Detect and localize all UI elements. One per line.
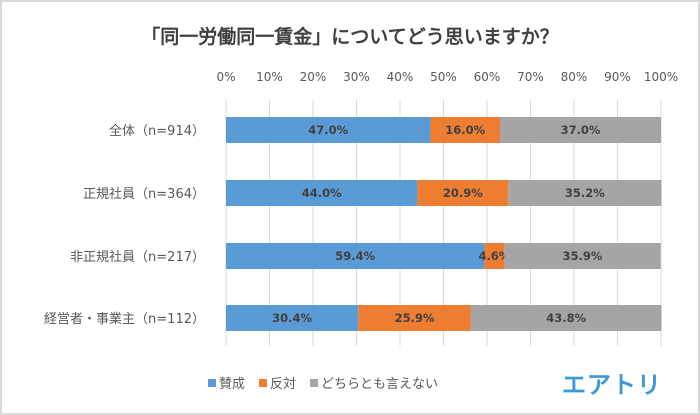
x-tick-label: 90%: [604, 70, 631, 84]
data-label: 35.9%: [563, 249, 603, 263]
legend-item: どちらとも言えない: [310, 373, 438, 392]
data-label: 43.8%: [546, 311, 586, 325]
x-tick-label: 100%: [644, 70, 678, 84]
data-label: 35.2%: [565, 186, 605, 200]
legend-swatch: [310, 378, 319, 387]
bar-segment: [504, 243, 661, 269]
legend-swatch: [259, 378, 268, 387]
category-label: 非正規社員（n=217）: [70, 249, 205, 265]
legend-swatch: [208, 378, 216, 387]
legend-label: 反対: [270, 377, 297, 392]
legend-label: どちらとも言えない: [321, 377, 439, 392]
airtrip-logo: エアトリ: [562, 371, 662, 399]
x-tick-label: 40%: [387, 70, 414, 84]
x-tick-label: 80%: [561, 70, 588, 84]
legend-label: 賛成: [219, 377, 246, 392]
bar-segment: [484, 243, 505, 269]
bar-segment: [358, 305, 471, 331]
bar-segment: [226, 117, 431, 143]
data-label: 16.0%: [445, 123, 485, 137]
data-label: 47.0%: [308, 123, 348, 137]
data-label: 44.0%: [302, 186, 342, 200]
x-tick-label: 20%: [300, 70, 327, 84]
x-tick-label: 50%: [430, 70, 457, 84]
data-label: 30.4%: [272, 311, 312, 325]
x-tick-label: 0%: [216, 70, 235, 84]
legend-item: 反対: [259, 373, 296, 392]
bar-segment: [430, 117, 501, 143]
bar-segment: [470, 305, 662, 331]
bar-segment: [226, 180, 418, 206]
data-label: 25.9%: [395, 311, 435, 325]
bar-segment: [508, 180, 662, 206]
data-label: 37.0%: [561, 123, 601, 137]
data-label: 4.6%: [478, 249, 510, 263]
bar-segment: [226, 305, 359, 331]
x-tick-label: 60%: [474, 70, 501, 84]
legend: 賛成 反対 どちらとも言えない: [208, 373, 438, 392]
category-label: 全体（n=914）: [109, 123, 205, 139]
x-tick-label: 30%: [343, 70, 370, 84]
data-label: 20.9%: [443, 186, 483, 200]
x-tick-label: 70%: [517, 70, 544, 84]
x-tick-label: 10%: [256, 70, 283, 84]
data-label: 59.4%: [335, 249, 375, 263]
legend-item: 賛成: [208, 373, 245, 392]
bar-segment: [226, 243, 485, 269]
bar-segment: [417, 180, 509, 206]
bar-segment: [500, 117, 661, 143]
category-label: 正規社員（n=364）: [83, 186, 205, 202]
category-label: 経営者・事業主（n=112）: [44, 311, 205, 327]
chart-title: 「同一労働同一賃金」についてどう思いますか？: [141, 26, 559, 48]
